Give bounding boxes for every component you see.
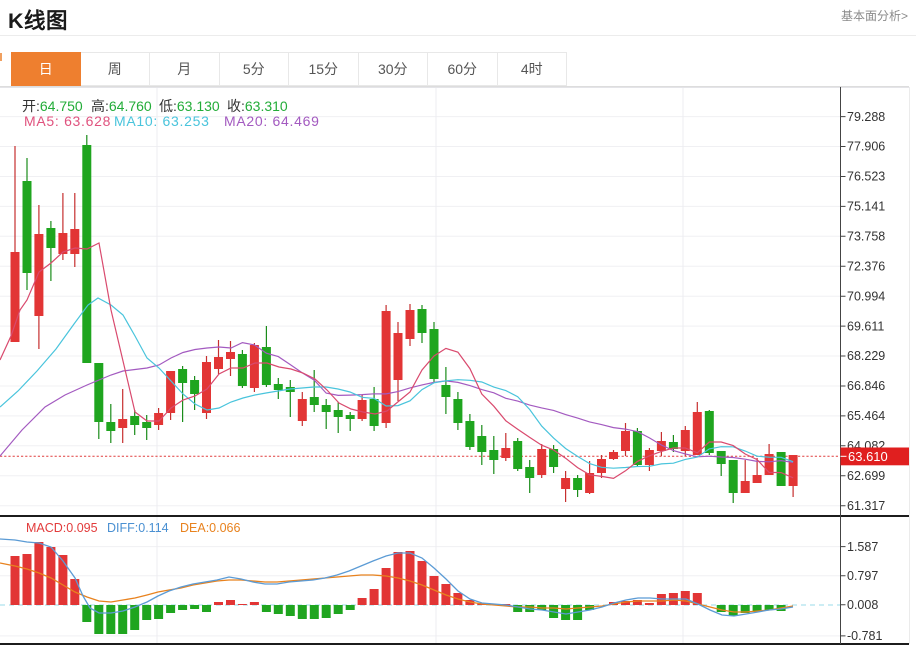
svg-text:73.758: 73.758 (847, 230, 885, 244)
svg-text:69.611: 69.611 (847, 319, 884, 333)
svg-text:0.797: 0.797 (847, 569, 878, 583)
svg-text:65.464: 65.464 (847, 409, 885, 423)
svg-text:79.288: 79.288 (847, 110, 885, 124)
svg-text:76.523: 76.523 (847, 170, 885, 184)
svg-text:72.376: 72.376 (847, 259, 885, 273)
svg-text:1.587: 1.587 (847, 540, 878, 554)
svg-text:-0.781: -0.781 (847, 629, 882, 643)
svg-text:70.994: 70.994 (847, 289, 885, 303)
svg-text:68.229: 68.229 (847, 349, 885, 363)
svg-text:61.317: 61.317 (847, 499, 885, 513)
svg-text:0.008: 0.008 (847, 598, 878, 612)
svg-text:77.906: 77.906 (847, 140, 885, 154)
svg-text:66.846: 66.846 (847, 379, 885, 393)
svg-text:62.699: 62.699 (847, 469, 885, 483)
svg-text:63.610: 63.610 (848, 449, 888, 464)
svg-text:75.141: 75.141 (847, 200, 885, 214)
